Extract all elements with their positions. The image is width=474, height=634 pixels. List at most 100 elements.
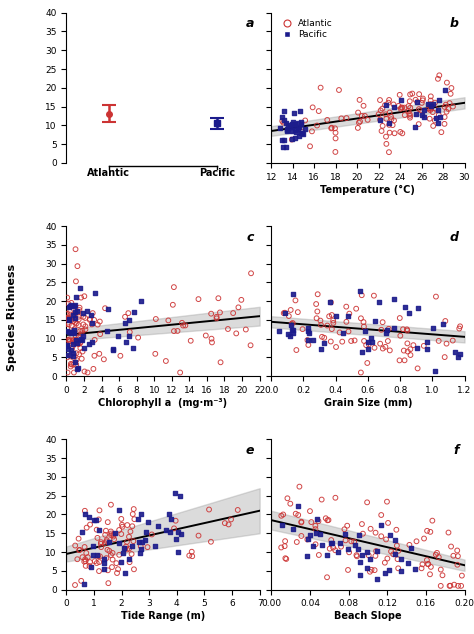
Point [406, 89, 414, 100]
Point [304, 326, 312, 336]
Point [137, 541, 145, 552]
Point [318, 540, 325, 550]
Point [381, 100, 389, 110]
Point [376, 95, 384, 105]
Point [385, 147, 393, 157]
Point [80, 312, 87, 322]
Point [337, 538, 344, 548]
Point [122, 541, 130, 552]
Point [398, 103, 406, 113]
Point [383, 496, 391, 507]
Point [64, 340, 71, 351]
Point [379, 317, 386, 327]
Point [394, 554, 401, 564]
Point [81, 542, 88, 552]
Point [332, 493, 339, 503]
Point [292, 345, 300, 355]
Point [71, 309, 79, 320]
Point [362, 340, 370, 350]
Point [64, 335, 72, 345]
Point [363, 497, 371, 507]
Point [187, 335, 194, 346]
Point [125, 543, 133, 553]
Point [303, 551, 310, 561]
Point [304, 335, 311, 345]
Point [289, 318, 297, 328]
Point [305, 340, 312, 350]
Point [64, 323, 71, 333]
Point [93, 558, 100, 568]
Point [299, 129, 306, 139]
Point [339, 328, 346, 338]
Point [457, 581, 465, 591]
Point [247, 340, 255, 351]
Point [116, 505, 123, 515]
Point [435, 118, 442, 128]
Point [207, 309, 215, 319]
Point [354, 123, 362, 133]
Point [96, 552, 104, 562]
Point [458, 571, 465, 581]
Point [114, 332, 121, 342]
Point [94, 551, 102, 561]
Point [329, 318, 337, 328]
Point [379, 121, 386, 131]
Point [93, 550, 101, 560]
Point [91, 351, 98, 361]
Point [280, 308, 288, 318]
Point [118, 529, 125, 539]
Point [337, 113, 345, 124]
Point [377, 510, 385, 520]
Point [71, 314, 79, 325]
Point [298, 531, 305, 541]
Point [126, 327, 134, 337]
Point [66, 351, 74, 361]
Point [75, 545, 83, 555]
Point [447, 89, 455, 99]
Point [377, 325, 385, 335]
Point [420, 112, 428, 122]
Point [88, 318, 96, 328]
Point [67, 359, 74, 369]
Point [208, 333, 215, 344]
Point [170, 282, 178, 292]
Point [115, 525, 123, 535]
Point [431, 366, 439, 376]
Point [437, 564, 445, 574]
Point [290, 117, 297, 127]
Point [388, 114, 395, 124]
Point [176, 491, 183, 501]
Point [386, 530, 394, 540]
Point [385, 118, 392, 128]
Point [327, 337, 335, 347]
Point [79, 308, 87, 318]
Point [68, 344, 76, 354]
Point [173, 326, 181, 336]
Point [381, 568, 389, 578]
Point [395, 101, 402, 111]
Point [282, 553, 289, 564]
Point [400, 346, 408, 356]
Point [441, 112, 448, 122]
Point [312, 527, 319, 538]
Point [277, 543, 285, 553]
Point [407, 103, 414, 113]
Point [69, 310, 77, 320]
Point [107, 500, 115, 510]
Point [97, 537, 105, 547]
Point [71, 324, 78, 334]
Point [108, 528, 115, 538]
Point [411, 122, 419, 132]
Point [427, 91, 435, 101]
Point [185, 550, 193, 560]
Point [341, 529, 349, 539]
Point [361, 111, 369, 121]
Point [303, 534, 311, 545]
Point [355, 117, 363, 127]
Point [312, 524, 319, 534]
Point [294, 501, 302, 511]
Point [77, 337, 84, 347]
Point [405, 307, 413, 318]
Point [327, 297, 335, 307]
Point [296, 482, 303, 492]
